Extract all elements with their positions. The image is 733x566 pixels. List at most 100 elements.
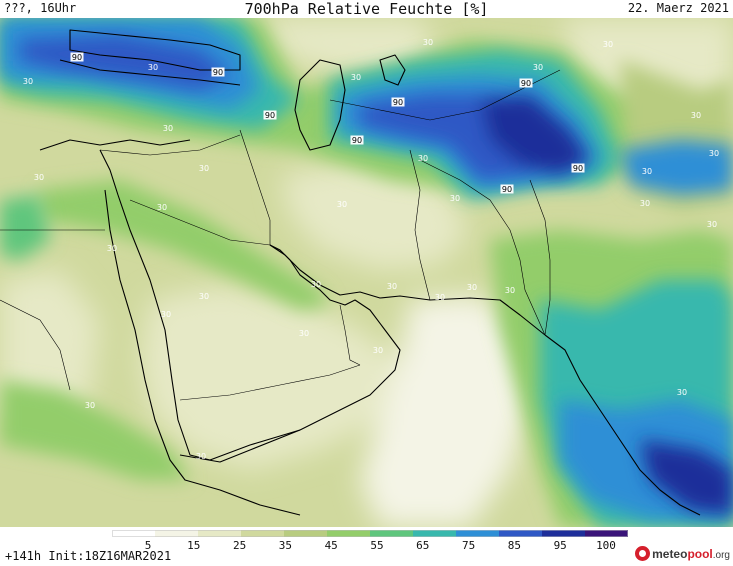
contour-label-30: 30 [387,282,397,291]
dry-zone-north-iran [260,18,440,75]
coastline-aral-sea [379,54,406,86]
contour-label-text: 30 [467,283,477,292]
coastline-india-west [544,334,701,516]
contour-label-text: 30 [157,203,167,212]
meteopool-logo-icon [635,546,651,561]
dry-zone-iran [280,160,470,270]
contour-label-30: 30 [299,329,309,338]
colorbar-swatch [370,530,414,537]
contour-label-30: 30 [642,167,652,176]
valid-time-label: ???, 16Uhr [4,1,77,15]
contour-label-30: 30 [337,200,347,209]
contour-label-30: 30 [533,63,543,72]
contour-label-text: 30 [640,199,650,208]
contour-label-30: 30 [677,388,687,397]
contour-label-30: 30 [148,63,158,72]
coastline-caspian [294,59,346,151]
coastline-red-sea-africa [104,189,301,516]
coastline-arabian-peninsula [117,194,401,461]
contour-label-30: 30 [640,199,650,208]
contour-label-30: 30 [85,401,95,410]
contour-label-text: 30 [505,286,515,295]
colorbar-outline [112,530,628,537]
coastline-levant [99,149,119,196]
contour-label-30: 30 [199,292,209,301]
border-turkey-syria [99,134,241,156]
forecast-date: 22. Maerz 2021 [627,1,729,15]
border-pakistan-india [529,179,551,336]
contour-label-30: 30 [450,194,460,203]
contour-label-text: 90 [352,136,362,145]
contour-label-text: 30 [418,154,428,163]
contour-label-text: 30 [34,173,44,182]
contour-label-text: 30 [199,164,209,173]
colorbar-tick-label: 100 [596,539,616,552]
colorbar [112,530,628,537]
border-saudi-iraq [129,199,271,246]
contour-label-text: 90 [72,53,82,62]
meteopool-logo[interactable]: meteopool.org [635,546,730,561]
colorbar-swatch [542,530,586,537]
contour-label-90: 90 [519,78,533,88]
run-info: +141h Init:18Z16MAR2021 [5,549,172,563]
border-afghanistan-pakistan [419,159,546,336]
contour-label-text: 30 [423,38,433,47]
contour-label-30: 30 [707,220,717,229]
contour-label-text: 30 [373,346,383,355]
contour-label-text: 30 [533,63,543,72]
contour-label-text: 90 [521,79,531,88]
contour-label-text: 90 [393,98,403,107]
contour-label-30: 30 [107,244,117,253]
contour-label-text: 30 [196,452,206,461]
contour-label-30: 30 [196,452,206,461]
contour-label-90: 90 [500,184,514,194]
colorbar-tick-label: 65 [416,539,430,552]
humid-zone-dark-blue-kashmir [480,95,590,175]
colorbar-tick-label: 15 [187,539,201,552]
humid-zone-dark-blue-india [640,440,733,515]
contour-label-30: 30 [23,77,33,86]
contour-label-30: 30 [423,38,433,47]
humid-zone-teal-west-strip [0,195,50,260]
contour-label-text: 30 [161,310,171,319]
contour-label-text: 30 [709,149,719,158]
political-borders [0,69,561,401]
border-oman-uae [339,304,361,366]
contour-label-90: 90 [350,135,364,145]
contour-label-text: 30 [299,329,309,338]
contour-label-text: 30 [85,401,95,410]
colorbar-tick-label: 95 [553,539,567,552]
colorbar-tick-label: 55 [370,539,384,552]
contour-label-90: 90 [263,110,277,120]
contour-label-text: 30 [337,200,347,209]
contour-label-text: 30 [148,63,158,72]
contour-label-90: 90 [70,52,84,62]
contour-label-text: 30 [603,40,613,49]
contour-label-text: 30 [107,244,117,253]
contour-label-text: 90 [213,68,223,77]
colorbar-swatch [284,530,328,537]
contour-label-text: 30 [435,293,445,302]
dry-zone-arabia [140,285,400,470]
humidity-field [0,18,733,527]
moist-band-green-west [40,180,330,310]
colorbar-swatch [499,530,543,537]
contour-label-30: 30 [163,124,173,133]
border-iran-iraq [239,129,271,245]
colorbar-tick-label: 25 [232,539,247,552]
contour-label-30: 30 [34,173,44,182]
border-africa-west [0,299,71,391]
colorbar-tick-label: 5 [144,539,152,552]
coastline-persian-gulf [269,244,546,336]
contour-label-text: 30 [351,73,361,82]
contour-label-text: 30 [311,280,321,289]
contour-label-30: 30 [418,154,428,163]
contour-label-text: 30 [691,111,701,120]
contour-label-text: 30 [23,77,33,86]
colorbar-tick-label: 75 [461,539,476,552]
coastline-turkey-north [59,59,241,86]
humid-zone-blue-east [620,140,733,195]
coastline-gulf-aden [179,429,301,463]
contour-label-text: 30 [163,124,173,133]
